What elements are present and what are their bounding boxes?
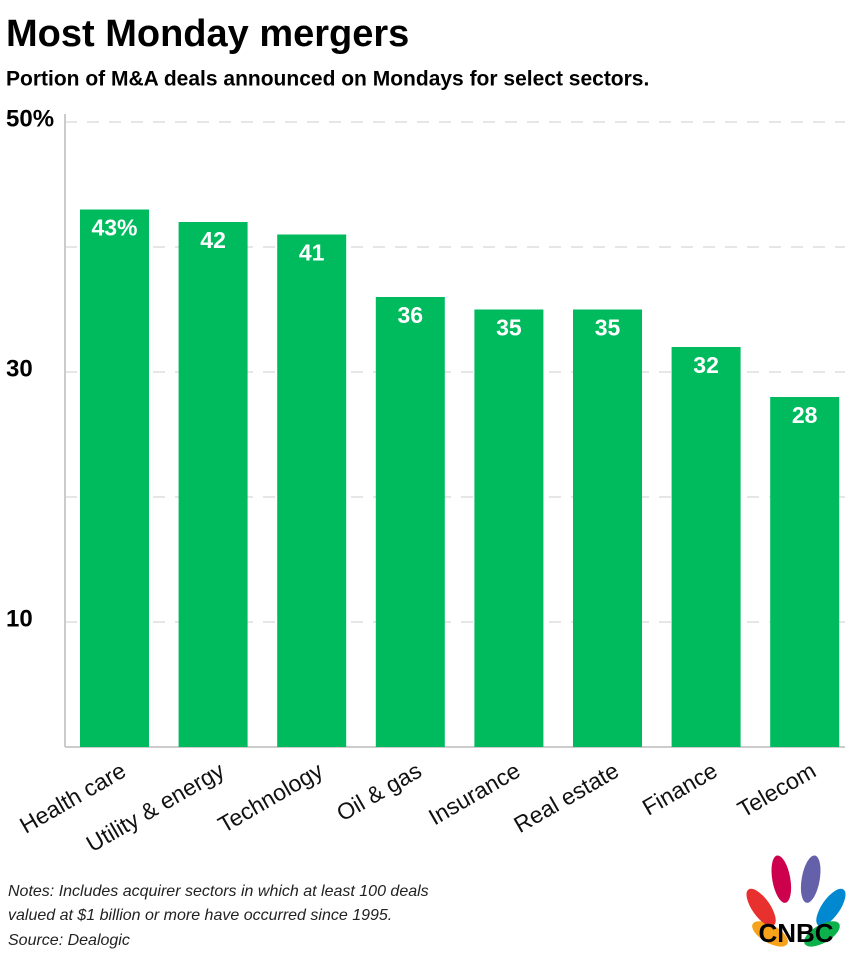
value-label: 28: [792, 402, 818, 428]
note: Notes: Includes acquirer sectors in whic…: [8, 883, 429, 900]
bar: [573, 309, 642, 747]
value-label: 42: [200, 227, 226, 253]
source: Source: Dealogic: [8, 932, 130, 949]
note: valued at $1 billion or more have occurr…: [8, 907, 392, 924]
bar: [474, 309, 544, 747]
x-tick-label: Insurance: [424, 757, 524, 830]
value-label: 41: [299, 240, 325, 266]
x-tick-label: Telecom: [733, 757, 820, 822]
bar: [770, 397, 840, 747]
bar: [178, 222, 248, 747]
bar: [375, 297, 445, 747]
value-label: 35: [496, 315, 522, 341]
bar: [671, 347, 741, 747]
chart-subtitle: Portion of M&A deals announced on Monday…: [6, 68, 649, 91]
y-tick-label: 10: [6, 605, 33, 632]
x-tick-label: Real estate: [509, 757, 623, 838]
y-tick-label: 50%: [6, 105, 54, 132]
y-tick-label: 30: [6, 355, 33, 382]
logo-peacock: [746, 855, 846, 947]
x-tick-label: Technology: [213, 757, 327, 838]
value-label: 43%: [91, 215, 137, 241]
x-tick-label: Oil & gas: [332, 757, 426, 826]
x-tick-label: Finance: [638, 757, 722, 820]
value-label: 32: [693, 352, 719, 378]
value-label: 36: [398, 302, 424, 328]
bar: [277, 234, 347, 747]
chart-title: Most Monday mergers: [6, 13, 409, 55]
logo-text: CNBC: [758, 918, 833, 948]
value-label: 35: [595, 315, 621, 341]
bar: [80, 209, 149, 747]
logo: CNBC: [746, 855, 846, 948]
